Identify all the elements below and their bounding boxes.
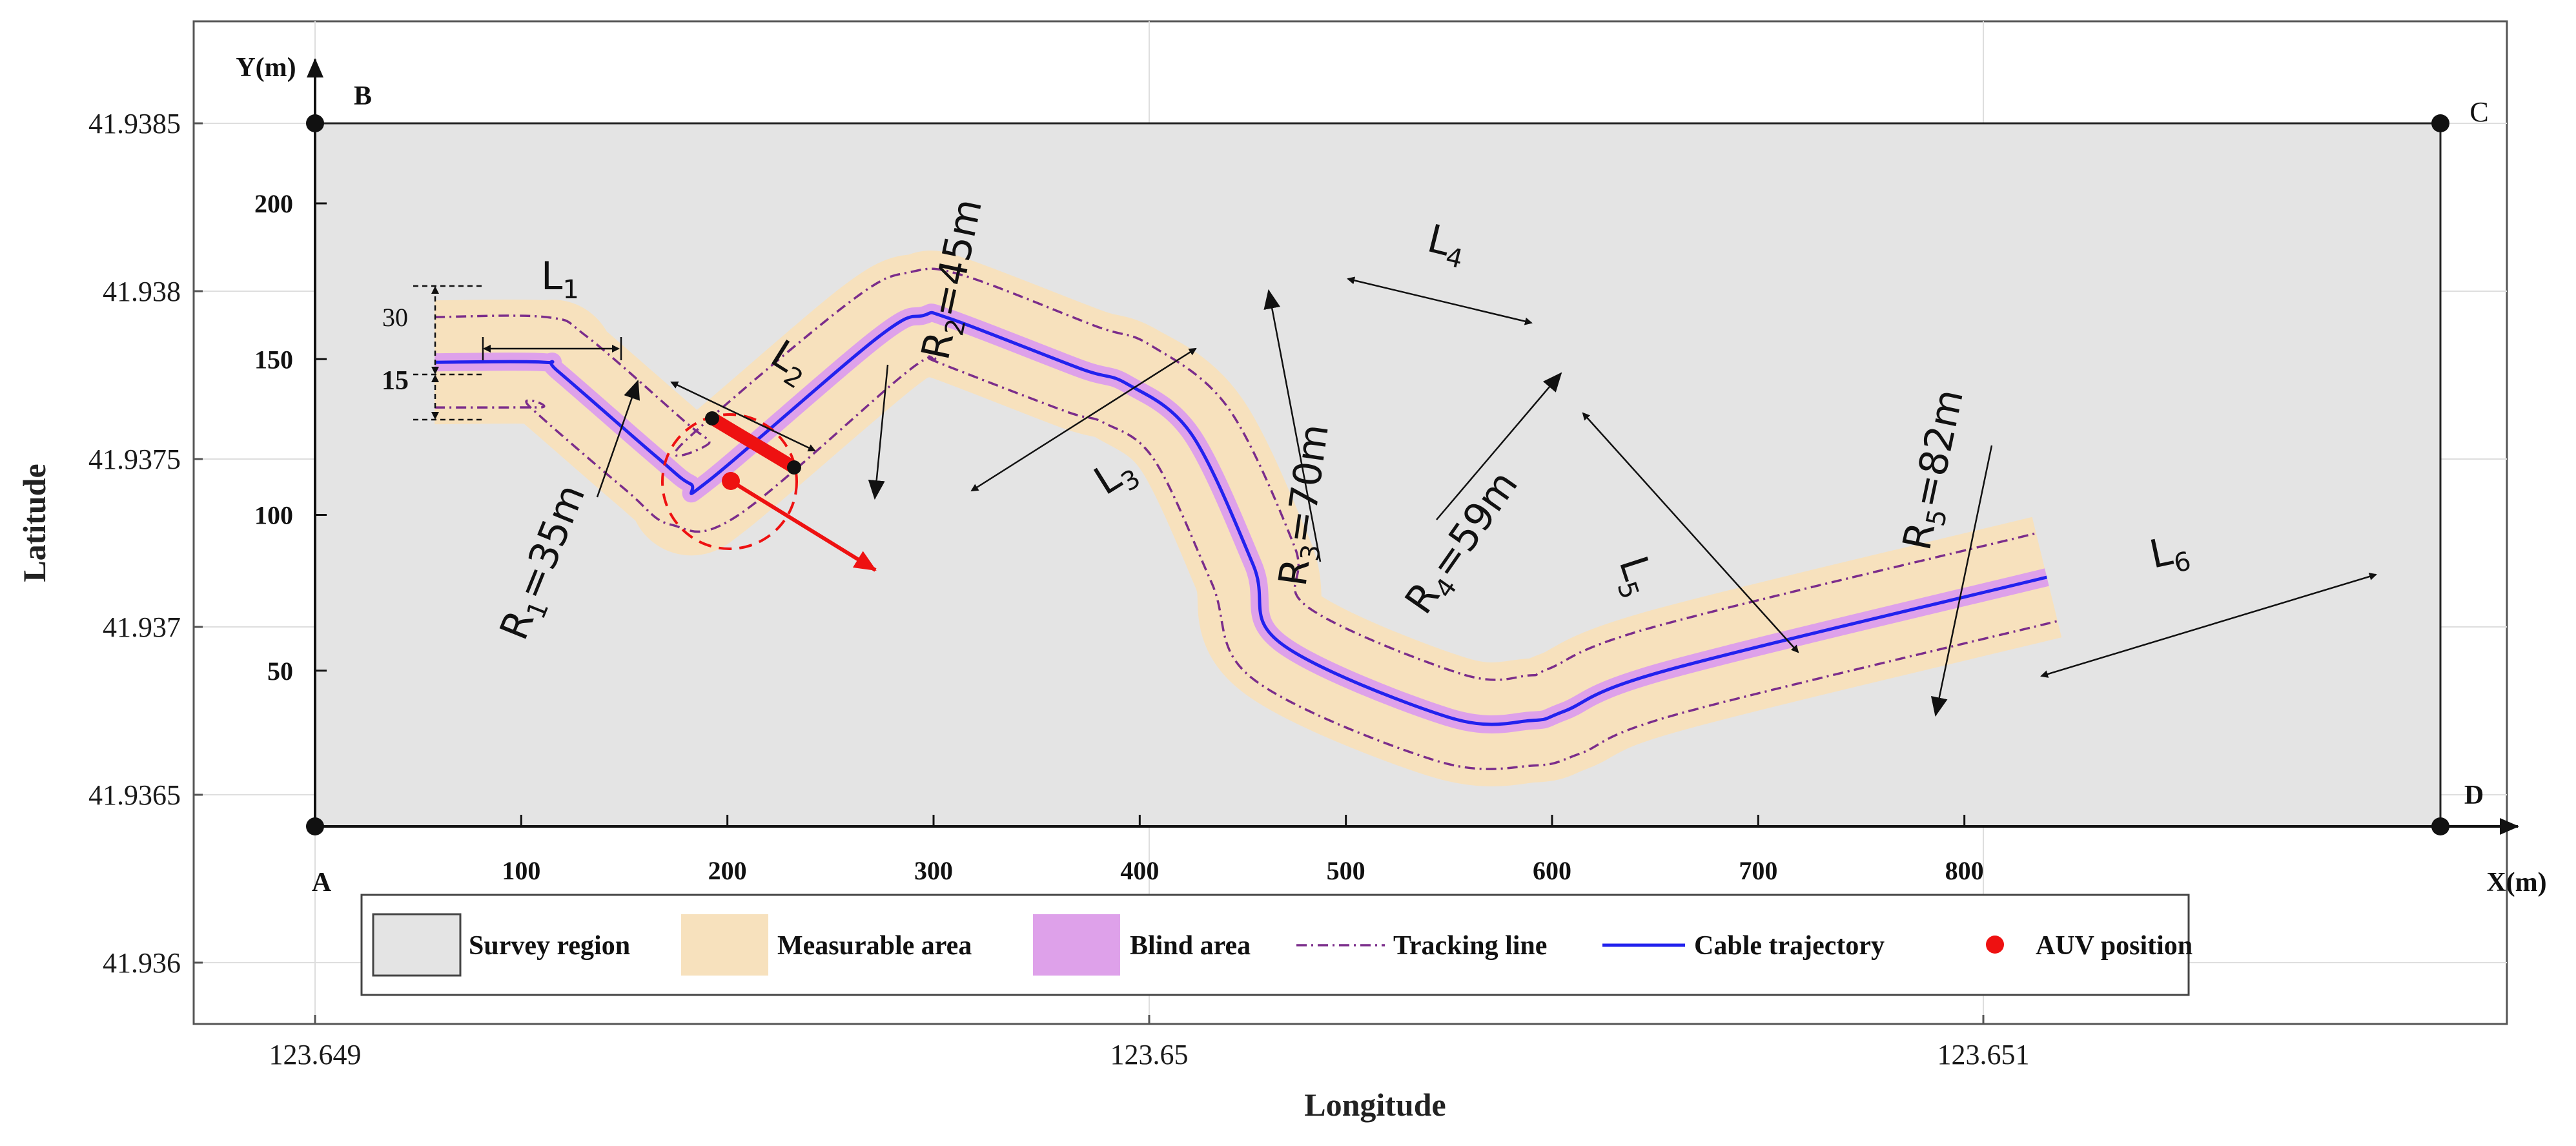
corner-d-point — [2431, 817, 2449, 835]
r3-sub: 3 — [1295, 542, 1327, 563]
legend-label-survey: Survey region — [469, 931, 630, 961]
corner-c-label: C — [2469, 96, 2488, 128]
segment-length-arrows — [482, 276, 2377, 678]
legend-label-tracking: Tracking line — [1393, 931, 1547, 961]
radius-pointer-r5 — [1930, 445, 1993, 717]
lon-tick-label-1: 123.65 — [1110, 1039, 1189, 1070]
local-x-tick-label-1: 200 — [708, 856, 747, 885]
lon-tick-label-0: 123.649 — [269, 1039, 362, 1070]
lon-tick-label-2: 123.651 — [1937, 1039, 2030, 1070]
local-x-tick-label-2: 300 — [914, 856, 953, 885]
legend-swatch-auv — [1986, 936, 2004, 954]
local-y-tick-label-1: 100 — [254, 501, 293, 530]
y-axis-title: Latitude — [16, 464, 52, 582]
auv-position-dot — [722, 472, 740, 490]
local-y-tick-label-3: 200 — [254, 189, 293, 218]
lat-tick-label-5: 41.9385 — [88, 108, 181, 139]
lat-tick-label-0: 41.936 — [103, 947, 181, 979]
lat-tick-label-2: 41.937 — [103, 611, 181, 643]
local-x-tick-label-6: 700 — [1739, 856, 1777, 885]
auv-segment-end — [787, 460, 801, 475]
legend-swatch-survey — [372, 913, 462, 977]
x-axis-title: Longitude — [1304, 1087, 1446, 1123]
seg-arrow-l2 — [670, 381, 816, 452]
corner-d-label: D — [2464, 781, 2484, 810]
seg-arrow-l6 — [2040, 573, 2377, 678]
lat-tick-label-4: 41.938 — [103, 276, 181, 307]
dim-label-15: 15 — [382, 366, 409, 396]
corner-c-point — [2431, 114, 2449, 132]
auv-heading-arrow — [730, 479, 877, 572]
radius-pointer-r3 — [1263, 289, 1322, 562]
local-x-tick-label-3: 400 — [1120, 856, 1159, 885]
dim-label-30: 30 — [382, 303, 408, 332]
legend-label-cable: Cable trajectory — [1694, 931, 1885, 961]
width-dimensions: 30 15 — [382, 285, 484, 421]
legend-box — [360, 894, 2190, 996]
corner-b-point — [306, 114, 324, 132]
corner-a-point — [306, 817, 324, 835]
lat-tick-label-3: 41.9375 — [88, 444, 181, 475]
local-x-tick-label-4: 500 — [1327, 856, 1365, 885]
radius-pointer-r2 — [868, 364, 889, 500]
seg-arrow-l5 — [1582, 412, 1799, 653]
legend-label-blind: Blind area — [1130, 931, 1251, 961]
auv-segment-start — [705, 411, 719, 425]
radius-pointers — [596, 289, 1993, 717]
seg-label-l1: L1 — [541, 254, 579, 305]
seg-arrow-l3 — [970, 347, 1197, 492]
corner-a-label: A — [312, 868, 332, 897]
seg-l1-base: L — [541, 254, 563, 299]
local-y-axis-label: Y(m) — [236, 53, 296, 83]
seg-arrow-l4 — [1347, 276, 1533, 325]
corner-b-label: B — [354, 81, 372, 111]
legend: Survey region Measurable area Blind area… — [360, 894, 2193, 996]
legend-swatch-blind — [1033, 914, 1120, 976]
r3-base: R — [1271, 556, 1319, 589]
radius-pointer-r4 — [1436, 372, 1562, 520]
local-y-tick-label-0: 50 — [267, 657, 293, 686]
local-ticks: 100 200 300 400 500 600 700 800 50 100 150 200 — [254, 189, 1984, 885]
radius-pointer-r1 — [596, 380, 640, 498]
local-x-axis-label: X(m) — [2486, 868, 2546, 897]
local-x-tick-label-7: 800 — [1945, 856, 1984, 885]
legend-label-auv: AUV position — [2036, 931, 2193, 961]
legend-label-measurable: Measurable area — [777, 931, 972, 961]
legend-swatch-measurable — [681, 914, 768, 976]
local-x-tick-label-5: 600 — [1533, 856, 1571, 885]
seg-l1-sub: 1 — [562, 275, 578, 305]
local-x-tick-label-0: 100 — [502, 856, 540, 885]
outer-ticks: 123.649123.65123.651123.652123.653123.65… — [88, 108, 2030, 1070]
local-y-tick-label-2: 150 — [254, 345, 293, 374]
lat-tick-label-1: 41.9365 — [88, 779, 181, 811]
